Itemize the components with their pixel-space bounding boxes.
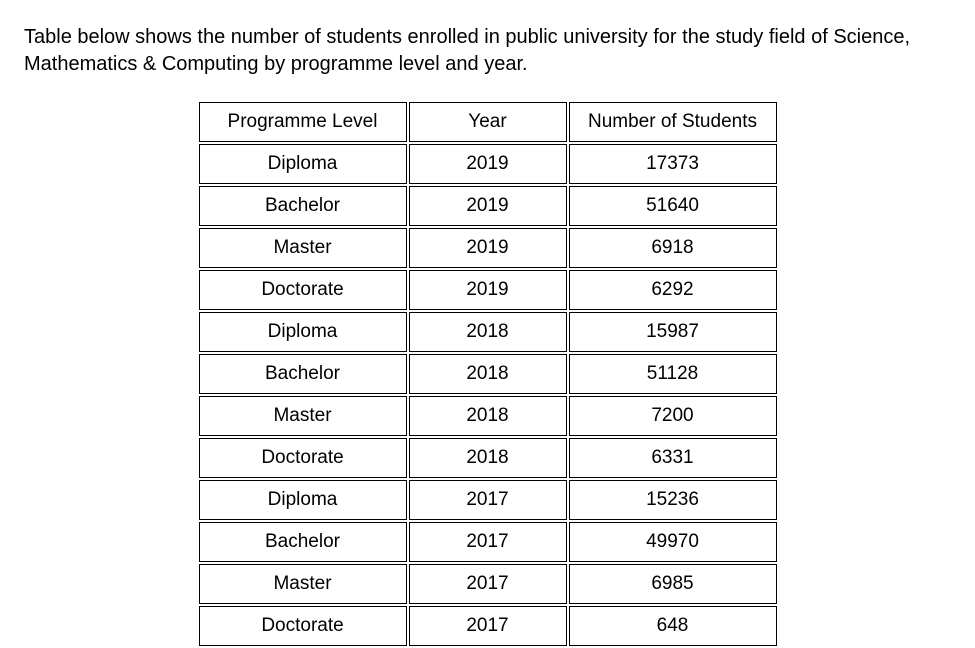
cell-year: 2018 [409,396,567,436]
cell-year: 2019 [409,270,567,310]
table-row: Master 2018 7200 [199,396,777,436]
cell-students: 648 [569,606,777,646]
cell-students: 15987 [569,312,777,352]
cell-students: 6985 [569,564,777,604]
cell-programme-level: Master [199,396,407,436]
table-row: Diploma 2017 15236 [199,480,777,520]
cell-year: 2018 [409,438,567,478]
table-row: Bachelor 2019 51640 [199,186,777,226]
cell-year: 2019 [409,144,567,184]
table-row: Master 2019 6918 [199,228,777,268]
cell-year: 2017 [409,606,567,646]
cell-programme-level: Diploma [199,312,407,352]
cell-programme-level: Bachelor [199,522,407,562]
cell-year: 2018 [409,312,567,352]
cell-programme-level: Doctorate [199,270,407,310]
table-row: Diploma 2019 17373 [199,144,777,184]
table-row: Doctorate 2017 648 [199,606,777,646]
table-container: Programme Level Year Number of Students … [24,100,951,648]
cell-students: 17373 [569,144,777,184]
cell-students: 15236 [569,480,777,520]
table-row: Doctorate 2019 6292 [199,270,777,310]
cell-students: 6331 [569,438,777,478]
cell-programme-level: Master [199,228,407,268]
cell-programme-level: Diploma [199,480,407,520]
cell-programme-level: Doctorate [199,606,407,646]
cell-students: 6292 [569,270,777,310]
cell-programme-level: Diploma [199,144,407,184]
table-row: Diploma 2018 15987 [199,312,777,352]
enrollment-table: Programme Level Year Number of Students … [197,100,779,648]
table-row: Bachelor 2017 49970 [199,522,777,562]
cell-year: 2018 [409,354,567,394]
header-year: Year [409,102,567,142]
cell-year: 2019 [409,186,567,226]
cell-year: 2017 [409,522,567,562]
cell-programme-level: Doctorate [199,438,407,478]
cell-students: 49970 [569,522,777,562]
table-row: Bachelor 2018 51128 [199,354,777,394]
cell-year: 2017 [409,564,567,604]
cell-year: 2017 [409,480,567,520]
table-header-row: Programme Level Year Number of Students [199,102,777,142]
cell-year: 2019 [409,228,567,268]
cell-students: 7200 [569,396,777,436]
header-number-of-students: Number of Students [569,102,777,142]
description-text: Table below shows the number of students… [24,24,951,78]
table-body: Diploma 2019 17373 Bachelor 2019 51640 M… [199,144,777,646]
table-row: Master 2017 6985 [199,564,777,604]
cell-programme-level: Master [199,564,407,604]
table-row: Doctorate 2018 6331 [199,438,777,478]
cell-students: 51640 [569,186,777,226]
cell-students: 6918 [569,228,777,268]
cell-students: 51128 [569,354,777,394]
cell-programme-level: Bachelor [199,186,407,226]
header-programme-level: Programme Level [199,102,407,142]
cell-programme-level: Bachelor [199,354,407,394]
